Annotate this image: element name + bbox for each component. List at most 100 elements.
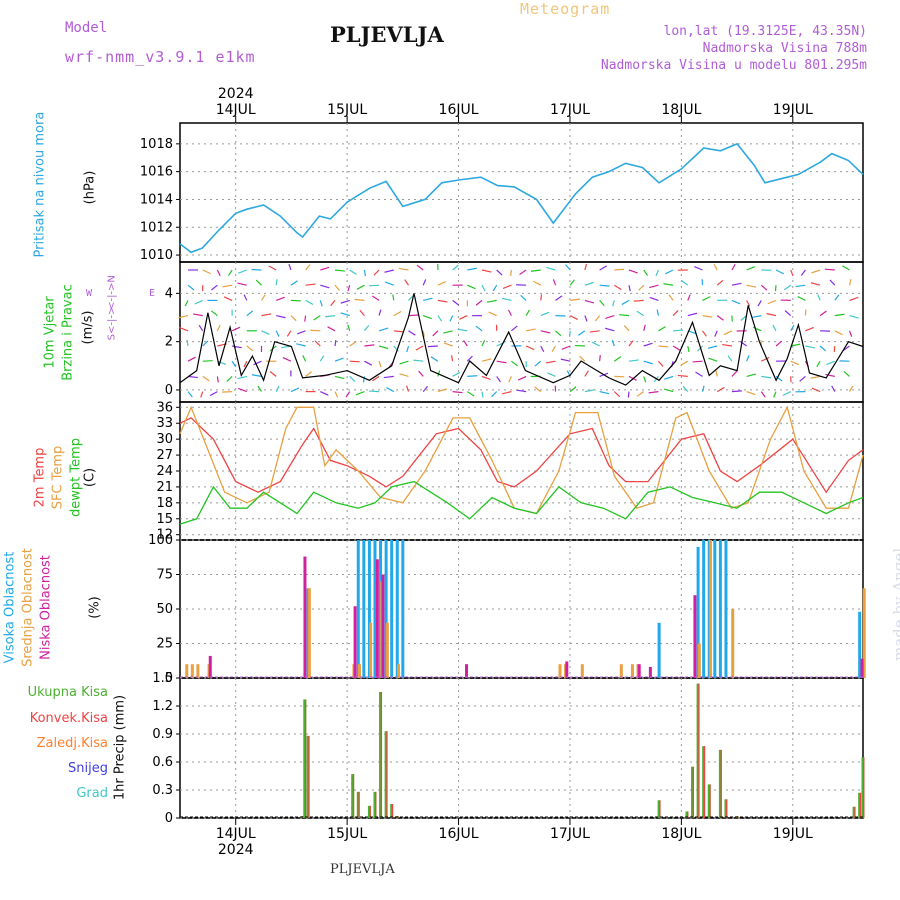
wind-barb	[530, 269, 541, 272]
wind-barb	[243, 294, 248, 301]
wind-barb	[532, 280, 542, 286]
wind-barb	[216, 376, 219, 383]
cloud-bar	[731, 609, 735, 678]
wind-barb	[320, 391, 329, 396]
city-title: PLJEVLJA	[330, 22, 444, 47]
wind-barb	[369, 390, 380, 393]
wind-barb	[790, 343, 801, 347]
precip-ytick-label: 1.2	[152, 699, 173, 714]
wind-barb	[687, 312, 698, 317]
wind-barb	[187, 356, 196, 362]
wind-barb	[643, 342, 653, 347]
cloud-bar	[353, 606, 357, 678]
precip-bar	[657, 800, 661, 818]
altitude-info: Nadmorska Visina 788m	[702, 41, 867, 56]
pressure-ytick-label: 1010	[140, 248, 173, 263]
wind-barb	[740, 315, 747, 321]
wind-ytick-label: 4	[165, 286, 173, 301]
wind-barb	[260, 294, 266, 301]
wind-barb	[848, 279, 852, 286]
wind-barb	[320, 284, 330, 289]
wind-barb	[349, 360, 360, 363]
wind-barb	[842, 265, 850, 271]
wind-barb	[672, 309, 679, 317]
wind-barb	[643, 324, 646, 331]
wind-barb	[319, 355, 325, 362]
wind-barb	[829, 279, 836, 286]
wind-barb	[449, 315, 454, 322]
model-name: wrf-nmm_v3.9.1 e1km	[65, 48, 256, 66]
wind-barb	[349, 341, 357, 347]
wind-barb	[372, 375, 380, 382]
wind-barb	[534, 360, 542, 367]
wind-barb	[799, 375, 806, 382]
precip-conv-bar	[352, 774, 355, 818]
wind-barb	[463, 340, 468, 347]
wind-barb	[638, 284, 645, 291]
wind-barb	[501, 391, 512, 395]
wind-barb	[761, 356, 770, 362]
wind-barb	[237, 282, 247, 286]
wind-barb	[209, 391, 218, 397]
wind-barb	[519, 269, 527, 276]
wind-barb	[404, 279, 409, 286]
wind-barb	[507, 309, 512, 316]
wind-barb	[577, 330, 586, 336]
precip-conv-bar	[375, 791, 377, 818]
wind-barb	[371, 295, 380, 301]
wind-barb	[452, 264, 459, 271]
wind-barb	[628, 340, 634, 347]
precip-bar	[306, 735, 310, 818]
year-label-top: 2024	[218, 86, 254, 102]
wind-barb	[452, 299, 460, 306]
wind-barb	[621, 299, 630, 306]
wind-barb	[612, 300, 615, 307]
temperature-ytick-label: 15	[156, 512, 173, 527]
wind-barb	[427, 345, 438, 348]
wind-barb	[340, 312, 350, 317]
wind-barb	[437, 370, 441, 377]
wind-barb	[202, 340, 209, 347]
wind-barb	[613, 391, 621, 398]
cloud-bar	[396, 664, 400, 678]
wind-barb	[702, 330, 707, 337]
compass-w: W	[86, 288, 93, 299]
cloud-bar	[373, 540, 377, 678]
wind-barb	[594, 315, 601, 322]
wind-barb	[378, 309, 382, 316]
wind-barb	[636, 391, 645, 397]
wind-barb	[243, 360, 248, 368]
wind-barb	[178, 315, 189, 319]
wind-barb	[362, 376, 365, 383]
wind-barb	[296, 330, 306, 335]
wind-barb	[187, 391, 193, 398]
wind-barb	[658, 345, 669, 348]
wind-barb	[466, 391, 475, 397]
wind-barb	[716, 279, 724, 286]
wind-barb	[579, 355, 586, 362]
wind-barb	[547, 372, 556, 377]
wind-barb	[319, 300, 323, 307]
year-label-bottom: 2024	[218, 842, 254, 858]
wind-barb	[517, 375, 527, 381]
wind-barb	[187, 375, 198, 379]
precip-bar	[707, 784, 711, 818]
wind-barb	[826, 360, 836, 366]
wind-barb	[555, 330, 562, 337]
wind-barb	[450, 355, 454, 362]
wind-barb	[443, 330, 453, 334]
wind-barb	[481, 339, 486, 347]
wind-barb	[848, 330, 853, 337]
wind-barb	[334, 284, 340, 291]
temperature-ytick-label: 30	[156, 432, 173, 447]
wind-barb	[687, 345, 690, 353]
wind-barb	[687, 294, 691, 301]
model-label: Model	[65, 20, 108, 36]
wind-barb	[246, 310, 254, 317]
day-label-top: 19JUL	[773, 102, 813, 118]
wind-barb	[305, 371, 312, 377]
cloud-bar	[713, 540, 717, 678]
wind-barb	[481, 284, 486, 292]
wind-barb	[378, 327, 389, 332]
wind-barb	[782, 391, 791, 396]
